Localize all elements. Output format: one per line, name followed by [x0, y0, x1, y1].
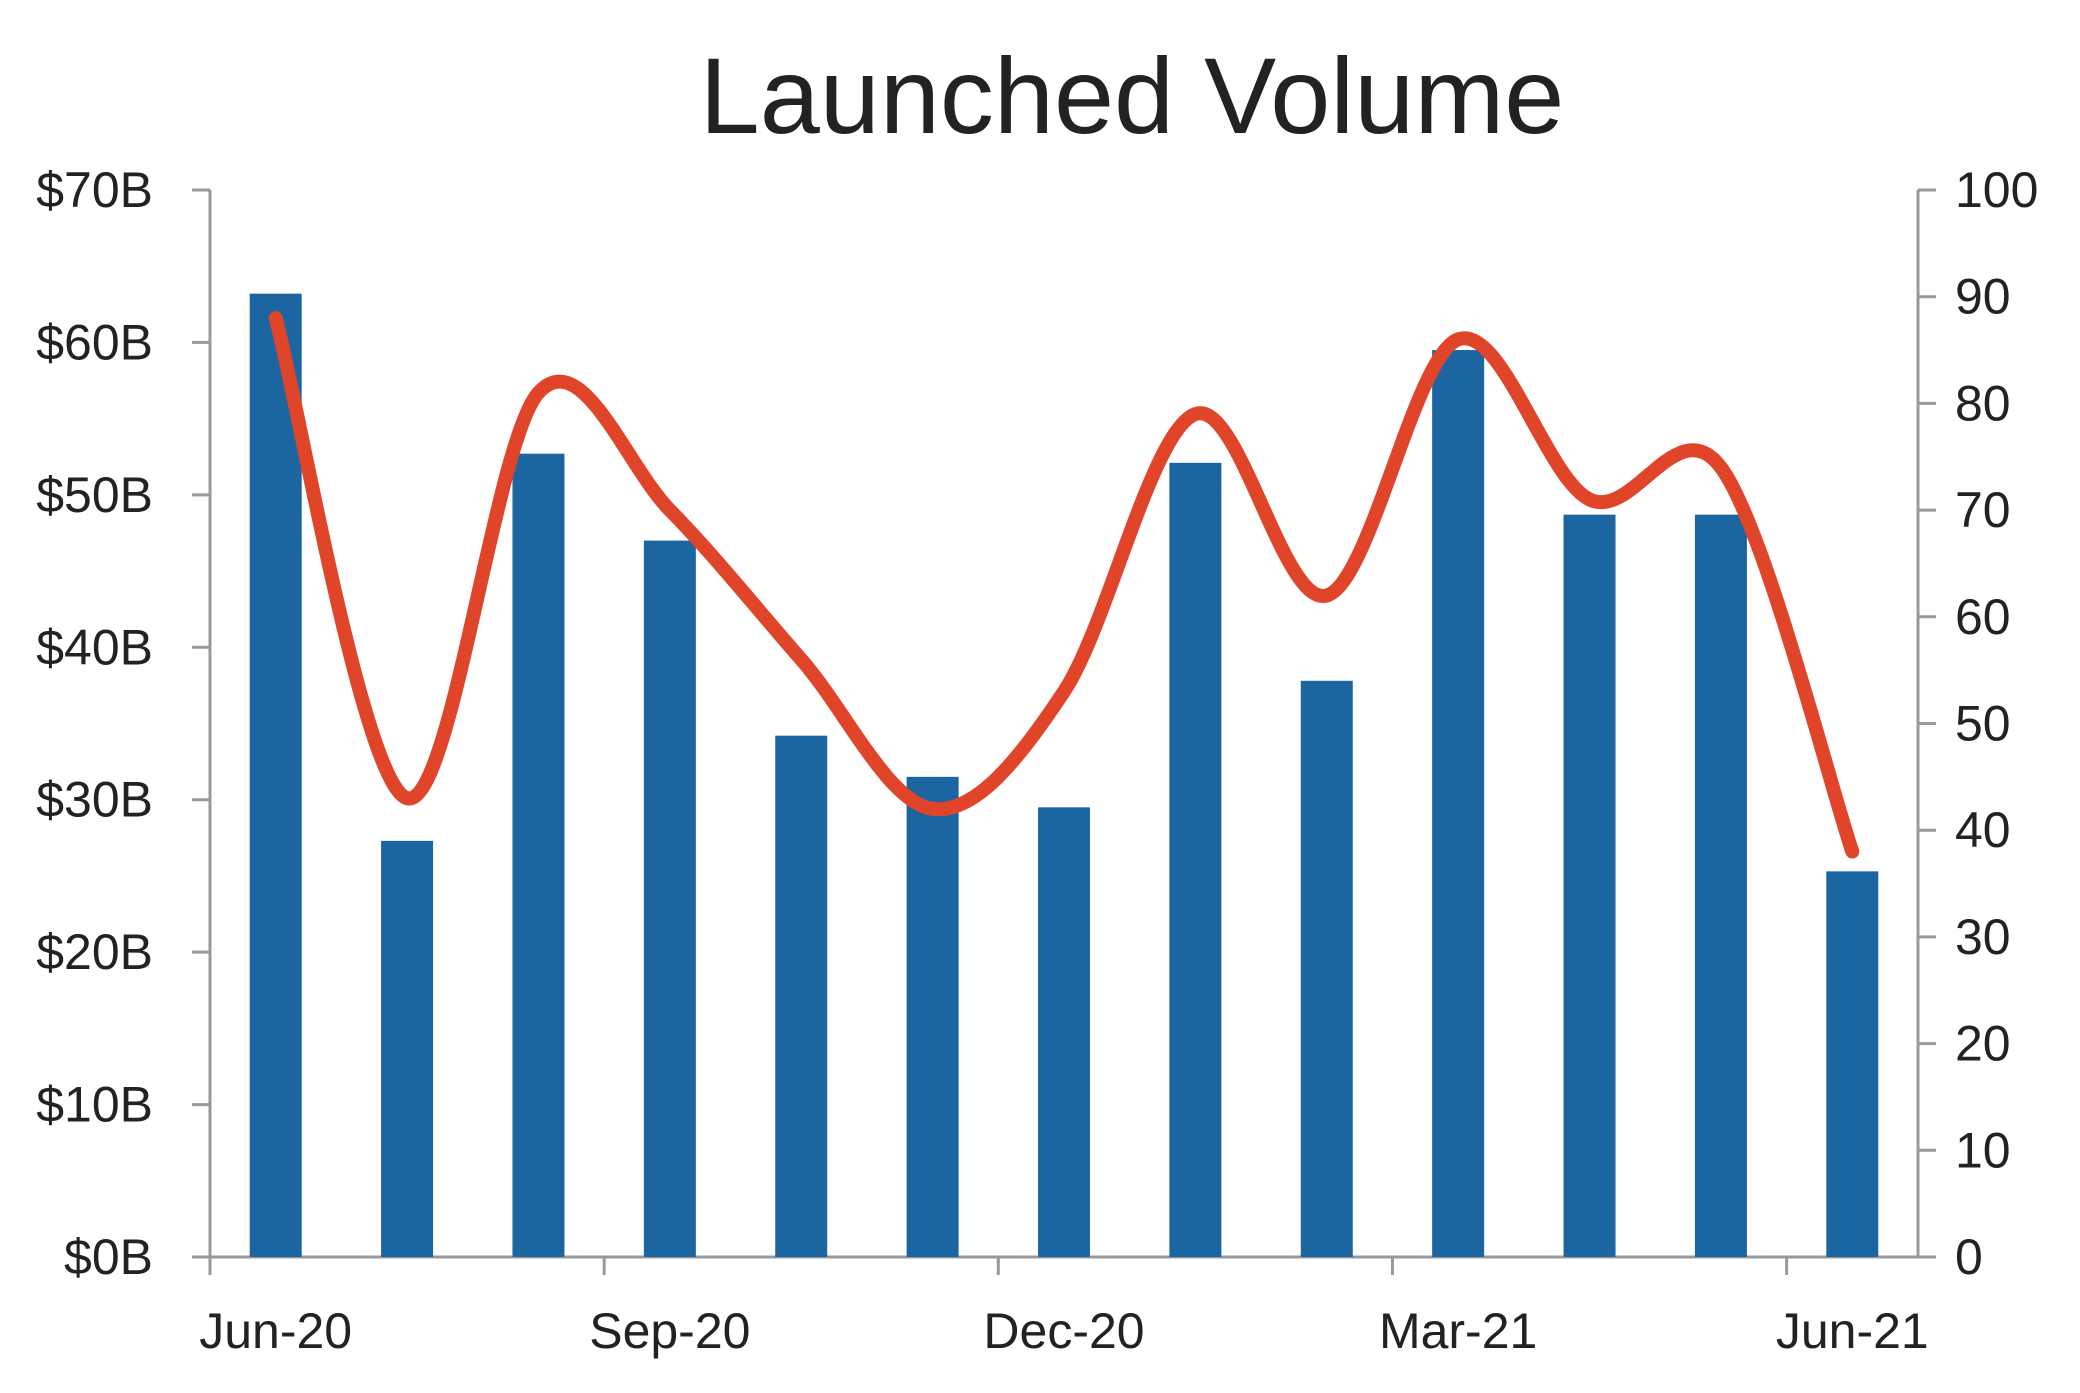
right-tick-label: 30 — [1955, 909, 2011, 965]
bar — [1826, 871, 1879, 1257]
bar — [1300, 680, 1353, 1257]
left-tick-label: $0B — [64, 1229, 153, 1285]
left-tick-label: $10B — [36, 1077, 153, 1133]
left-tick-label: $40B — [36, 619, 153, 675]
bar — [906, 776, 959, 1257]
right-tick-label: 10 — [1955, 1122, 2011, 1178]
right-tick-label: 70 — [1955, 482, 2011, 538]
series-line — [268, 311, 1860, 859]
right-tick-label: 20 — [1955, 1016, 2011, 1072]
bar — [1038, 807, 1090, 1257]
bar — [643, 540, 696, 1257]
bar — [1432, 350, 1485, 1257]
x-tick-label: Sep-20 — [589, 1303, 750, 1359]
x-tick-label: Jun-20 — [199, 1303, 352, 1359]
left-tick-label: $30B — [36, 772, 153, 828]
right-tick-label: 90 — [1955, 269, 2011, 325]
bar — [1169, 462, 1222, 1257]
x-tick-label: Jun-21 — [1776, 1303, 1929, 1359]
left-tick-label: $50B — [36, 467, 153, 523]
tick-labels: $0B $10B $20B $30B $40B $50B $60B $70B 0 10 20 30 40… — [36, 162, 2038, 1359]
chart-title: Launched Volume — [700, 35, 1565, 156]
right-tick-label: 50 — [1955, 696, 2011, 752]
left-tick-label: $60B — [36, 314, 153, 370]
line-series — [268, 311, 1860, 859]
bar — [381, 840, 434, 1257]
right-tick-label: 100 — [1955, 162, 2038, 218]
bar-series — [249, 293, 1879, 1257]
bar — [775, 735, 828, 1257]
right-tick-label: 0 — [1955, 1229, 1983, 1285]
right-tick-label: 40 — [1955, 802, 2011, 858]
left-tick-label: $20B — [36, 924, 153, 980]
bar — [512, 453, 565, 1257]
bar — [1694, 514, 1747, 1257]
right-tick-label: 80 — [1955, 375, 2011, 431]
left-tick-label: $70B — [36, 162, 153, 218]
bar — [249, 293, 302, 1257]
bar — [1563, 514, 1616, 1257]
x-tick-label: Mar-21 — [1379, 1303, 1537, 1359]
x-tick-label: Dec-20 — [983, 1303, 1144, 1359]
right-tick-label: 60 — [1955, 589, 2011, 645]
